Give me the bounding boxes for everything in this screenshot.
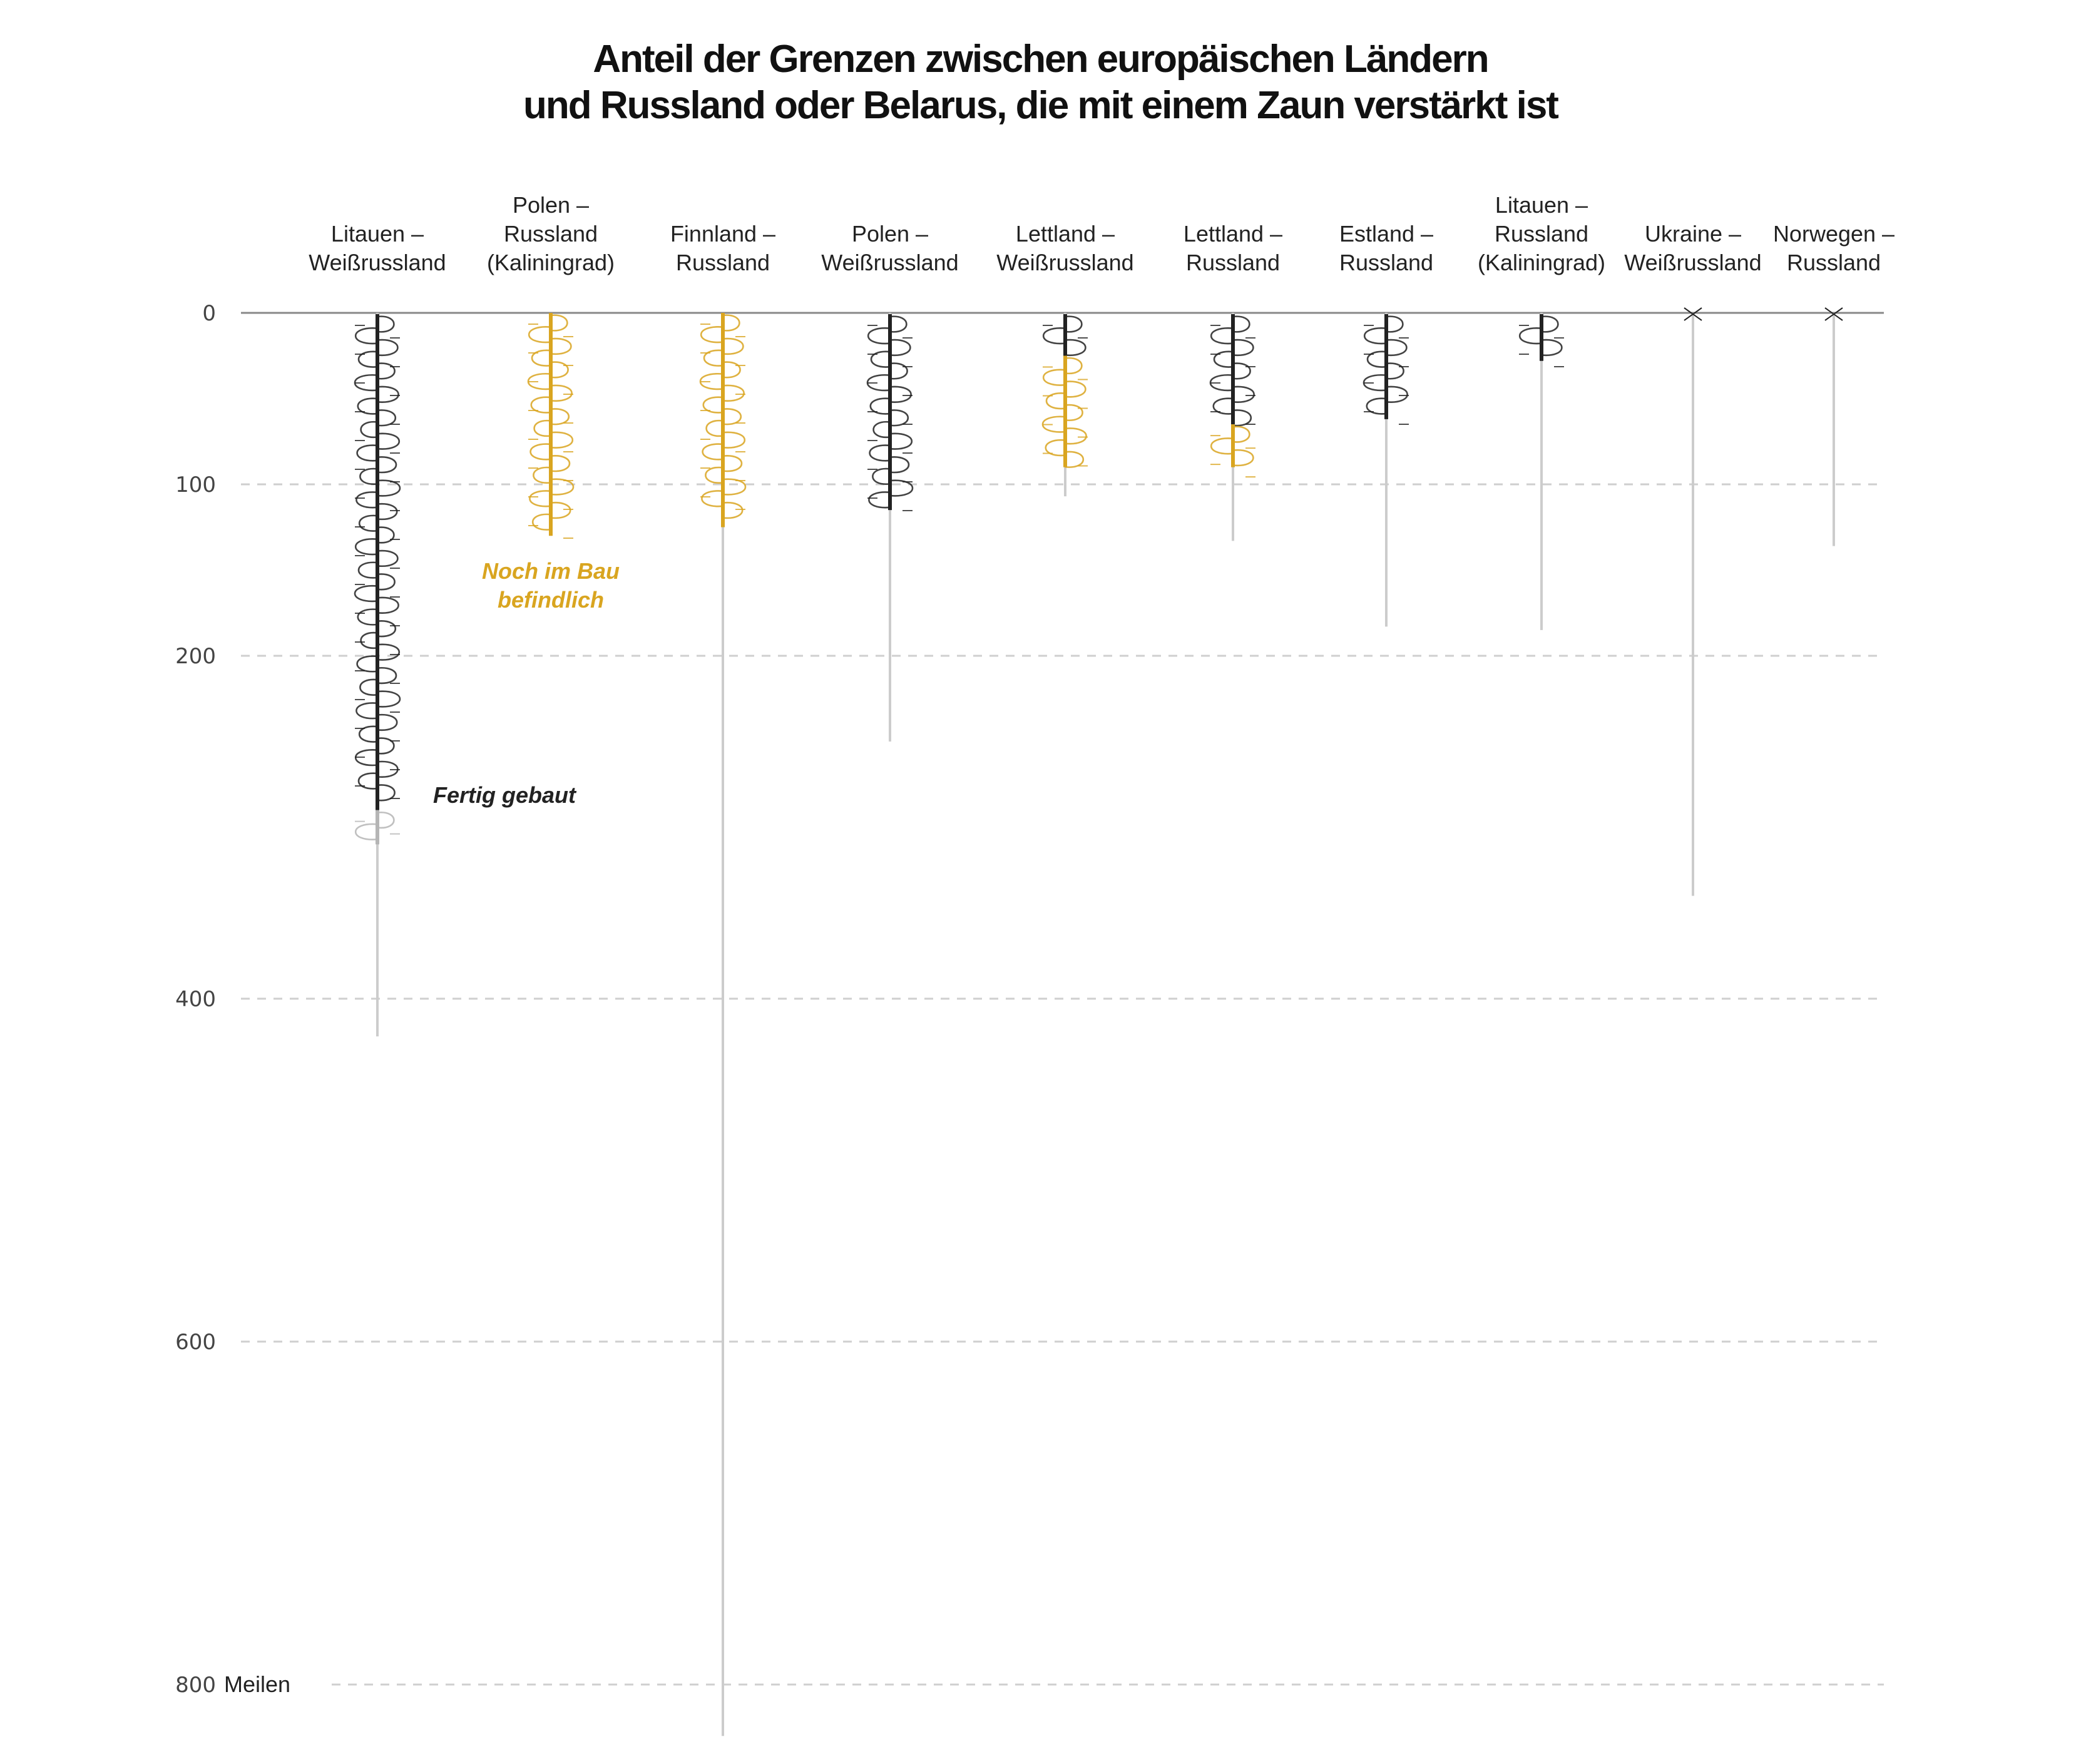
tick-label-0: 0 <box>202 301 216 326</box>
fence-completed-9 <box>1824 307 1843 321</box>
fence-coil-path <box>1518 315 1563 356</box>
category-label-1-line-0: Polen – <box>513 192 589 218</box>
category-label-4-line-0: Lettland – <box>1016 221 1115 247</box>
fence-barbs <box>528 324 573 539</box>
fence-completed-3 <box>866 314 914 511</box>
tick-label-400: 400 <box>175 987 216 1012</box>
category-label-5-line-1: Russland <box>1186 250 1280 275</box>
category-label-4-line-1: Weißrussland <box>996 250 1133 275</box>
chart-title: Anteil der Grenzen zwischen europäischen… <box>0 36 2081 129</box>
tick-label-600: 600 <box>175 1330 216 1355</box>
category-labels: Litauen – Weißrussland Polen – Russland (Kal… <box>309 192 1894 275</box>
annotation-completed: Fertig gebaut <box>433 782 577 808</box>
annotation-under-construction-line-1: befindlich <box>498 587 604 613</box>
chart-title-line-1: Anteil der Grenzen zwischen europäischen… <box>593 38 1489 81</box>
category-label-0-line-1: Weißrussland <box>309 250 446 275</box>
fence-completed-tail-0 <box>354 810 400 845</box>
category-label-7-line-2: (Kaliningrad) <box>1478 250 1605 275</box>
annotation-under-construction-line-0: Noch im Bau <box>482 558 620 584</box>
fence-completed-4 <box>1042 314 1088 356</box>
unit-label: Meilen <box>224 1671 290 1697</box>
fence-marker <box>1684 307 1702 321</box>
fence-barbs <box>867 325 913 511</box>
fence-barbs <box>355 820 400 835</box>
fence-construction-5 <box>1210 424 1255 478</box>
fence-barbs <box>355 325 400 799</box>
fence-coil-path <box>354 812 395 840</box>
tick-label-800: 800 <box>175 1673 216 1698</box>
category-label-3-line-0: Polen – <box>852 221 928 247</box>
fence-coil-path <box>354 315 401 802</box>
fence-barbs <box>1364 325 1409 425</box>
annotation-under-construction: Noch im Bau befindlich <box>482 558 620 613</box>
fence-barbs <box>1210 325 1255 425</box>
fence-construction-1 <box>527 313 575 539</box>
category-label-8-line-1: Weißrussland <box>1624 250 1761 275</box>
category-label-6-line-0: Estland – <box>1339 221 1433 247</box>
y-axis-ticks: 0 100 200 400 600 800 Meilen <box>175 301 290 1698</box>
category-label-6-line-1: Russland <box>1339 250 1433 275</box>
tick-label-200: 200 <box>175 644 216 669</box>
border-lines <box>376 313 1835 1736</box>
fence-barbs <box>1519 325 1564 367</box>
fence-coil-path <box>527 314 575 531</box>
fence-barbs <box>1043 325 1088 339</box>
fence-coils <box>354 307 1843 845</box>
category-label-0-line-0: Litauen – <box>331 221 424 247</box>
fence-barbs <box>1210 435 1255 478</box>
category-label-2-line-1: Russland <box>676 250 770 275</box>
fence-completed-5 <box>1209 314 1255 427</box>
category-label-2-line-0: Finnland – <box>670 221 775 247</box>
fence-completed-7 <box>1518 314 1564 367</box>
fence-completed-6 <box>1363 314 1409 425</box>
fence-coil-path <box>1210 426 1254 467</box>
category-label-7-line-1: Russland <box>1495 221 1588 247</box>
fence-construction-2 <box>699 313 747 528</box>
fence-coil-path <box>1042 315 1087 356</box>
category-label-7-line-0: Litauen – <box>1495 192 1588 218</box>
fence-marker <box>1824 307 1843 321</box>
category-label-3-line-1: Weißrussland <box>821 250 958 275</box>
fence-completed-8 <box>1684 307 1702 321</box>
category-label-8-line-0: Ukraine – <box>1645 221 1741 247</box>
fence-barbs <box>700 324 745 510</box>
category-label-9-line-0: Norwegen – <box>1773 221 1894 247</box>
grid-layer <box>241 312 1884 1686</box>
category-label-1-line-1: Russland <box>504 221 598 247</box>
category-label-9-line-1: Russland <box>1787 250 1881 275</box>
category-label-1-line-2: (Kaliningrad) <box>487 250 615 275</box>
chart-title-line-2: und Russland oder Belarus, die mit einem… <box>523 84 1559 127</box>
category-label-5-line-0: Lettland – <box>1184 221 1282 247</box>
fence-completed-0 <box>354 314 401 810</box>
fence-barbs <box>1043 366 1088 467</box>
fence-construction-4 <box>1041 355 1088 468</box>
tick-label-100: 100 <box>175 472 216 497</box>
